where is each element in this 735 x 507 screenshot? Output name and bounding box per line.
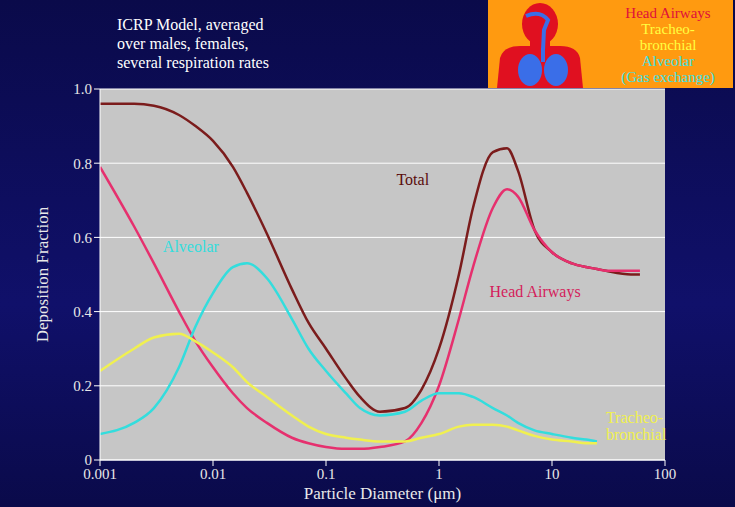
svg-text:0.1: 0.1	[317, 466, 336, 482]
svg-text:Head Airways: Head Airways	[490, 283, 581, 301]
svg-text:1.0: 1.0	[73, 81, 92, 97]
svg-text:ICRP Model, averagedover males: ICRP Model, averagedover males, females,…	[117, 16, 269, 72]
svg-text:0: 0	[85, 452, 93, 468]
svg-text:Head Airways: Head Airways	[625, 5, 711, 21]
svg-text:Deposition Fraction: Deposition Fraction	[33, 206, 52, 342]
svg-text:bronchial: bronchial	[640, 37, 697, 53]
svg-text:(Gas exchange): (Gas exchange)	[621, 69, 715, 86]
svg-text:Particle Diameter (μm): Particle Diameter (μm)	[304, 484, 461, 503]
svg-text:Alveolar: Alveolar	[642, 53, 694, 69]
svg-text:Tracheo-bronchial: Tracheo-bronchial	[606, 409, 667, 443]
svg-text:0.2: 0.2	[73, 378, 92, 394]
svg-text:10: 10	[545, 466, 560, 482]
svg-text:100: 100	[654, 466, 677, 482]
svg-text:Tracheo-: Tracheo-	[641, 21, 695, 37]
svg-text:0.4: 0.4	[73, 304, 92, 320]
svg-text:0.01: 0.01	[200, 466, 226, 482]
svg-text:0.6: 0.6	[73, 230, 92, 246]
svg-text:0.001: 0.001	[83, 465, 117, 482]
svg-text:1: 1	[435, 466, 443, 482]
svg-text:0.8: 0.8	[73, 156, 92, 172]
svg-text:Alveolar: Alveolar	[163, 238, 220, 255]
svg-text:Total: Total	[396, 171, 429, 188]
